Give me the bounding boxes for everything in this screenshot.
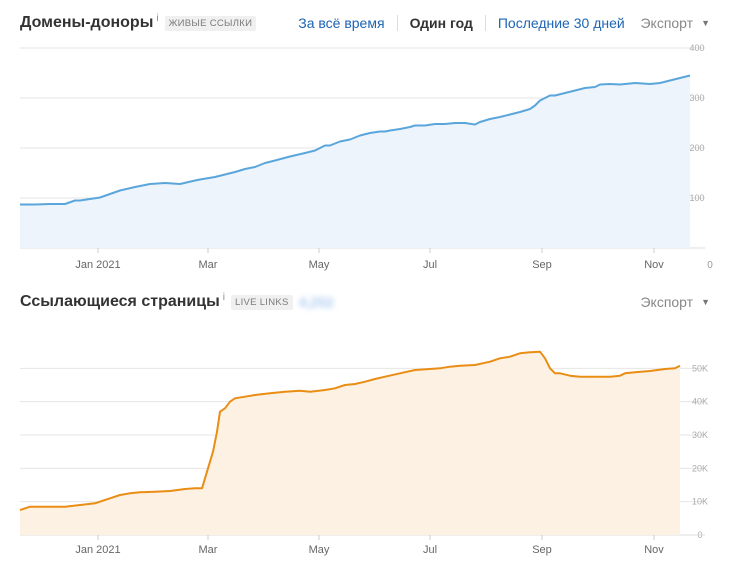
period-selector: За всё время Один год Последние 30 дней	[286, 15, 636, 31]
series-line	[20, 74, 691, 206]
y-tick-label: 10K	[692, 497, 708, 507]
x-tick-label: Mar	[199, 544, 218, 556]
live-links-badge: ЖИВЫЕ ССЫЛКИ	[164, 15, 257, 31]
series-area	[20, 351, 680, 535]
x-tick-label: Nov	[644, 259, 664, 271]
export-button[interactable]: Экспорт ▼	[640, 294, 710, 310]
x-tick-label: Mar	[199, 259, 218, 271]
y-tick-label: 400	[689, 43, 704, 53]
live-links-badge: LIVE LINKS	[230, 294, 293, 310]
y-tick-label: 100	[689, 193, 704, 203]
x-tick-label: Jan 2021	[75, 259, 120, 271]
x-tick-label: May	[309, 259, 330, 271]
info-icon[interactable]: i	[156, 12, 159, 24]
x-tick-label: 0	[707, 260, 713, 271]
x-tick-label: Sep	[532, 259, 552, 271]
export-label: Экспорт	[640, 15, 694, 31]
panel-title: Ссылающиеся страницы	[20, 293, 220, 310]
x-tick-label: Nov	[644, 544, 664, 556]
series-area	[20, 75, 690, 248]
y-tick-label: 200	[689, 143, 704, 153]
donor-domains-header: Домены-доноры i ЖИВЫЕ ССЫЛКИ За всё врем…	[20, 10, 710, 36]
period-all-time[interactable]: За всё время	[298, 15, 385, 31]
y-tick-label: 50K	[692, 363, 708, 373]
donor-domains-chart: 100 200 300 400 Jan 2021 Mar May Jul Sep Nov 0	[20, 43, 713, 271]
x-tick-label: May	[309, 544, 330, 556]
x-tick-label: Jan 2021	[75, 544, 120, 556]
export-button[interactable]: Экспорт ▼	[640, 15, 710, 31]
series-line	[19, 350, 681, 511]
panel-title: Домены-доноры	[20, 14, 154, 31]
caret-down-icon: ▼	[701, 18, 710, 28]
y-tick-label: 300	[689, 93, 704, 103]
x-tick-label: Jul	[423, 544, 437, 556]
x-tick-label: Sep	[532, 544, 552, 556]
caret-down-icon: ▼	[701, 297, 710, 307]
x-tick-label: Jul	[423, 259, 437, 271]
period-one-year[interactable]: Один год	[396, 15, 485, 31]
period-last-30-days[interactable]: Последние 30 дней	[484, 15, 637, 31]
y-tick-label: 30K	[692, 430, 708, 440]
referring-pages-header: Ссылающиеся страницы i LIVE LINKS 4,252 …	[20, 289, 710, 315]
info-icon[interactable]: i	[222, 291, 225, 303]
y-tick-label: 40K	[692, 397, 708, 407]
y-tick-label: 20K	[692, 463, 708, 473]
export-label: Экспорт	[640, 294, 694, 310]
referring-pages-count: 4,252	[298, 294, 334, 310]
